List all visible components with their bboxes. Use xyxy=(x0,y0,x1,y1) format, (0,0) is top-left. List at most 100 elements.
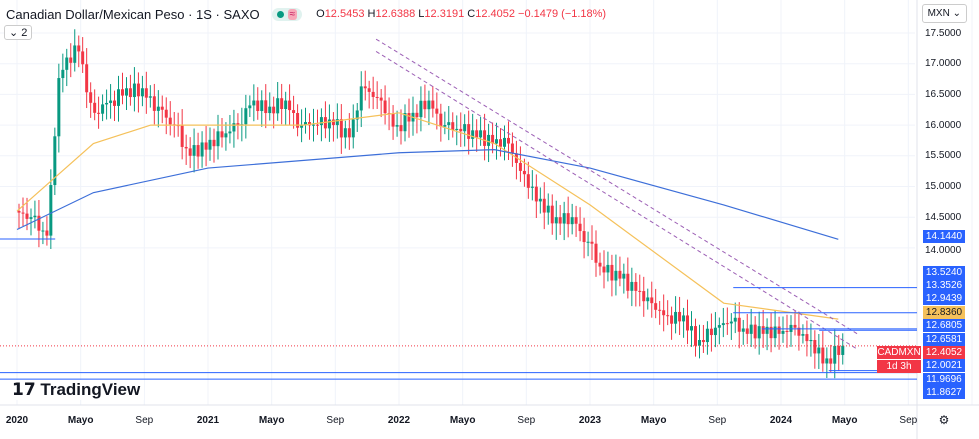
candle-body xyxy=(467,124,471,139)
x-tick-label: Sep xyxy=(135,415,153,426)
symbol-title[interactable]: Canadian Dollar/Mexican Peso · 1S · SAXO xyxy=(6,6,260,22)
price-label: 12.8360 xyxy=(923,305,965,319)
currency-button[interactable]: MXN ⌄ xyxy=(921,4,967,23)
candle-body xyxy=(21,212,25,214)
candle-body xyxy=(717,325,721,328)
candle-body xyxy=(121,89,124,96)
candle-body xyxy=(530,186,534,188)
candle-body xyxy=(781,330,785,334)
candle-body xyxy=(37,215,41,231)
y-tick-label: 16.5000 xyxy=(925,88,962,100)
indicators-toggle[interactable]: ⌄ 2 xyxy=(4,25,33,40)
y-tick-label: 15.5000 xyxy=(925,150,962,162)
settings-gear-icon[interactable]: ⚙ xyxy=(939,413,950,427)
candle-body xyxy=(117,89,120,106)
candle-body xyxy=(97,112,101,114)
x-tick-label: Sep xyxy=(517,415,535,426)
candle-body xyxy=(729,321,733,324)
candle-body xyxy=(200,142,204,157)
candle-body xyxy=(228,131,232,134)
logo-icon: 𝟭𝟳 xyxy=(12,380,36,399)
candle-body xyxy=(33,215,37,218)
status-pill[interactable]: ≈ xyxy=(271,7,303,21)
candle-body xyxy=(785,330,789,332)
candle-body xyxy=(558,217,562,224)
candle-body xyxy=(733,317,737,322)
candle-body xyxy=(757,326,761,339)
candle-body xyxy=(622,273,626,279)
tradingview-logo[interactable]: 𝟭𝟳 TradingView xyxy=(8,380,145,400)
candle-body xyxy=(256,100,260,112)
candle-body xyxy=(339,119,343,138)
candle-body xyxy=(670,315,674,324)
candle-body xyxy=(614,270,618,281)
candle-body xyxy=(136,83,140,97)
candle-body xyxy=(367,88,371,92)
candle-body xyxy=(312,124,315,126)
candle-body xyxy=(252,100,256,106)
candle-body xyxy=(646,297,650,302)
candle-body xyxy=(101,104,105,114)
delay-icon: ≈ xyxy=(287,8,298,20)
candle-body xyxy=(81,51,85,65)
candle-body xyxy=(618,270,622,279)
candle-body xyxy=(128,88,132,98)
candle-body xyxy=(268,106,272,114)
candle-body xyxy=(236,123,240,126)
candle-body xyxy=(264,100,268,114)
candle-body xyxy=(475,130,479,138)
candle-body xyxy=(77,45,81,52)
price-label: 12.9439 xyxy=(923,292,965,306)
candle-body xyxy=(335,119,339,126)
candle-body xyxy=(534,186,538,202)
y-tick-label: 17.5000 xyxy=(925,27,962,39)
candle-body xyxy=(280,98,284,110)
candle-body xyxy=(451,122,455,130)
candle-body xyxy=(686,315,689,331)
candle-body xyxy=(459,128,463,132)
candle-body xyxy=(391,113,395,127)
x-tick-label: 2020 xyxy=(6,415,29,426)
candle-body xyxy=(443,125,447,127)
candle-body xyxy=(419,100,423,118)
candle-body xyxy=(53,136,57,186)
candle-body xyxy=(435,108,439,114)
candle-body xyxy=(825,358,829,364)
candle-body xyxy=(538,198,542,202)
candle-body xyxy=(455,128,459,130)
candle-body xyxy=(638,290,642,292)
candle-body xyxy=(45,230,49,236)
candle-body xyxy=(109,100,113,103)
candle-body xyxy=(713,327,717,336)
candle-body xyxy=(590,241,594,244)
candle-body xyxy=(61,69,65,79)
x-tick-label: 2023 xyxy=(579,415,602,426)
candle-body xyxy=(49,185,53,236)
candle-body xyxy=(658,309,662,311)
candle-body xyxy=(602,266,606,273)
price-label: 13.5240 xyxy=(923,265,965,279)
candle-body xyxy=(288,100,292,111)
candle-body xyxy=(518,162,522,171)
candle-body xyxy=(499,139,502,147)
candle-body xyxy=(542,198,546,213)
currency-label: MXN xyxy=(927,8,950,19)
x-tick-label: Sep xyxy=(708,415,726,426)
candle-body xyxy=(773,326,777,339)
candle-body xyxy=(168,117,172,125)
candle-body xyxy=(526,174,530,188)
candle-body xyxy=(562,213,566,224)
candle-body xyxy=(801,334,805,336)
candle-body xyxy=(331,119,335,126)
x-tick-label: Mayo xyxy=(832,415,858,426)
x-tick-label: Mayo xyxy=(641,415,667,426)
candle-body xyxy=(93,102,97,113)
candle-body xyxy=(423,100,427,110)
candle-body xyxy=(113,100,116,106)
candle-body xyxy=(260,100,264,112)
candle-body xyxy=(550,205,554,224)
logo-text: TradingView xyxy=(40,380,141,399)
x-tick-label: Mayo xyxy=(259,415,285,426)
candle-body xyxy=(85,64,89,93)
